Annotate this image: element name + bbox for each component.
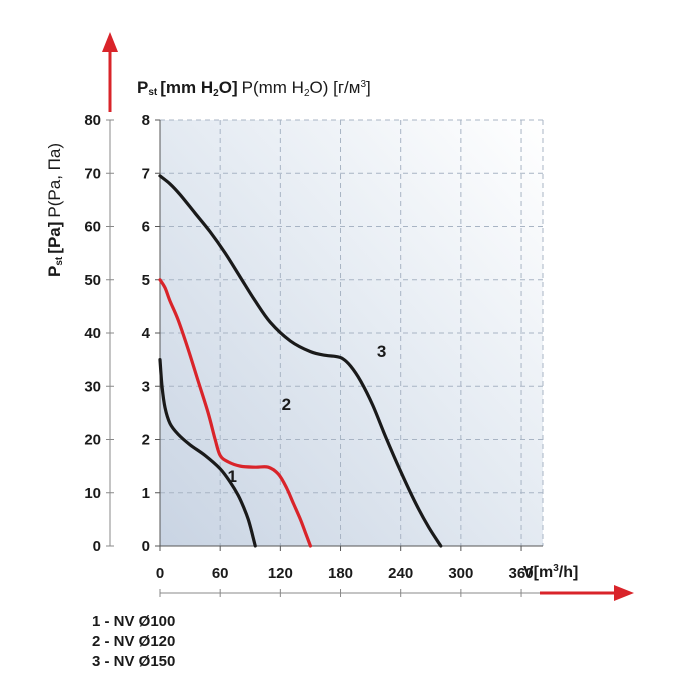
y-tick-label-pa: 40 (84, 325, 101, 342)
curves (158, 174, 443, 548)
legend: 1 - NV Ø100 2 - NV Ø120 3 - NV Ø150 (92, 612, 175, 672)
y-tick-label-mm: 3 (142, 378, 150, 395)
curve-labels: 1 2 3 (227, 342, 386, 486)
y-tick-label-pa: 0 (93, 538, 101, 555)
curve-series-2 (158, 278, 313, 548)
x-tick-label: 180 (328, 565, 353, 582)
y-axis-label-pa: Pst[Pa]P(Pa, Па) (45, 143, 65, 277)
legend-item-3: 3 - NV Ø150 (92, 653, 176, 670)
y-tick-label-pa: 80 (84, 112, 101, 129)
y-tick-label-pa: 30 (84, 378, 101, 395)
y-tick-label-mm: 8 (142, 112, 150, 129)
y-tick-label-mm: 6 (142, 219, 150, 236)
x-tick-label: 300 (448, 565, 473, 582)
curve-series-3 (158, 174, 443, 548)
curve-series-1 (158, 358, 257, 548)
curve-label-1: 1 (227, 467, 236, 486)
x-axis-label: V[m3/h] (523, 563, 578, 581)
y-tick-label-pa: 50 (84, 272, 101, 289)
y-axis-label-mm: Pst [mm H2O] P(mm H2O) [г/м3] (137, 78, 371, 99)
y-tick-label-pa: 20 (84, 432, 101, 449)
y-tick-label-mm: 5 (142, 272, 150, 289)
y-tick-label-pa: 70 (84, 165, 101, 182)
x-axis-arrow (540, 585, 634, 601)
y-axis-arrow (102, 32, 118, 112)
y-tick-label-mm: 2 (142, 432, 150, 449)
x-tick-label: 0 (156, 565, 164, 582)
y-tick-label-mm: 1 (142, 485, 150, 502)
curve-label-3: 3 (377, 342, 386, 361)
x-tick-label: 60 (212, 565, 229, 582)
curve-label-2: 2 (282, 395, 291, 414)
y-tick-label-pa: 60 (84, 219, 101, 236)
axes (106, 119, 543, 597)
y-tick-label-pa: 10 (84, 485, 101, 502)
x-tick-label: 360 (509, 565, 534, 582)
y-tick-label-mm: 4 (142, 325, 151, 342)
y-tick-labels-mm: 0 1 2 3 4 5 6 7 8 (142, 112, 151, 555)
y-tick-labels-pa: 0 10 20 30 40 50 60 70 80 (84, 112, 101, 555)
x-tick-label: 120 (268, 565, 293, 582)
legend-item-1: 1 - NV Ø100 (92, 613, 176, 630)
y-tick-label-mm: 0 (142, 538, 150, 555)
y-tick-label-mm: 7 (142, 165, 150, 182)
x-tick-label: 240 (388, 565, 413, 582)
legend-item-2: 2 - NV Ø120 (92, 633, 176, 650)
x-tick-labels: 0 60 120 180 240 300 360 (156, 565, 534, 582)
